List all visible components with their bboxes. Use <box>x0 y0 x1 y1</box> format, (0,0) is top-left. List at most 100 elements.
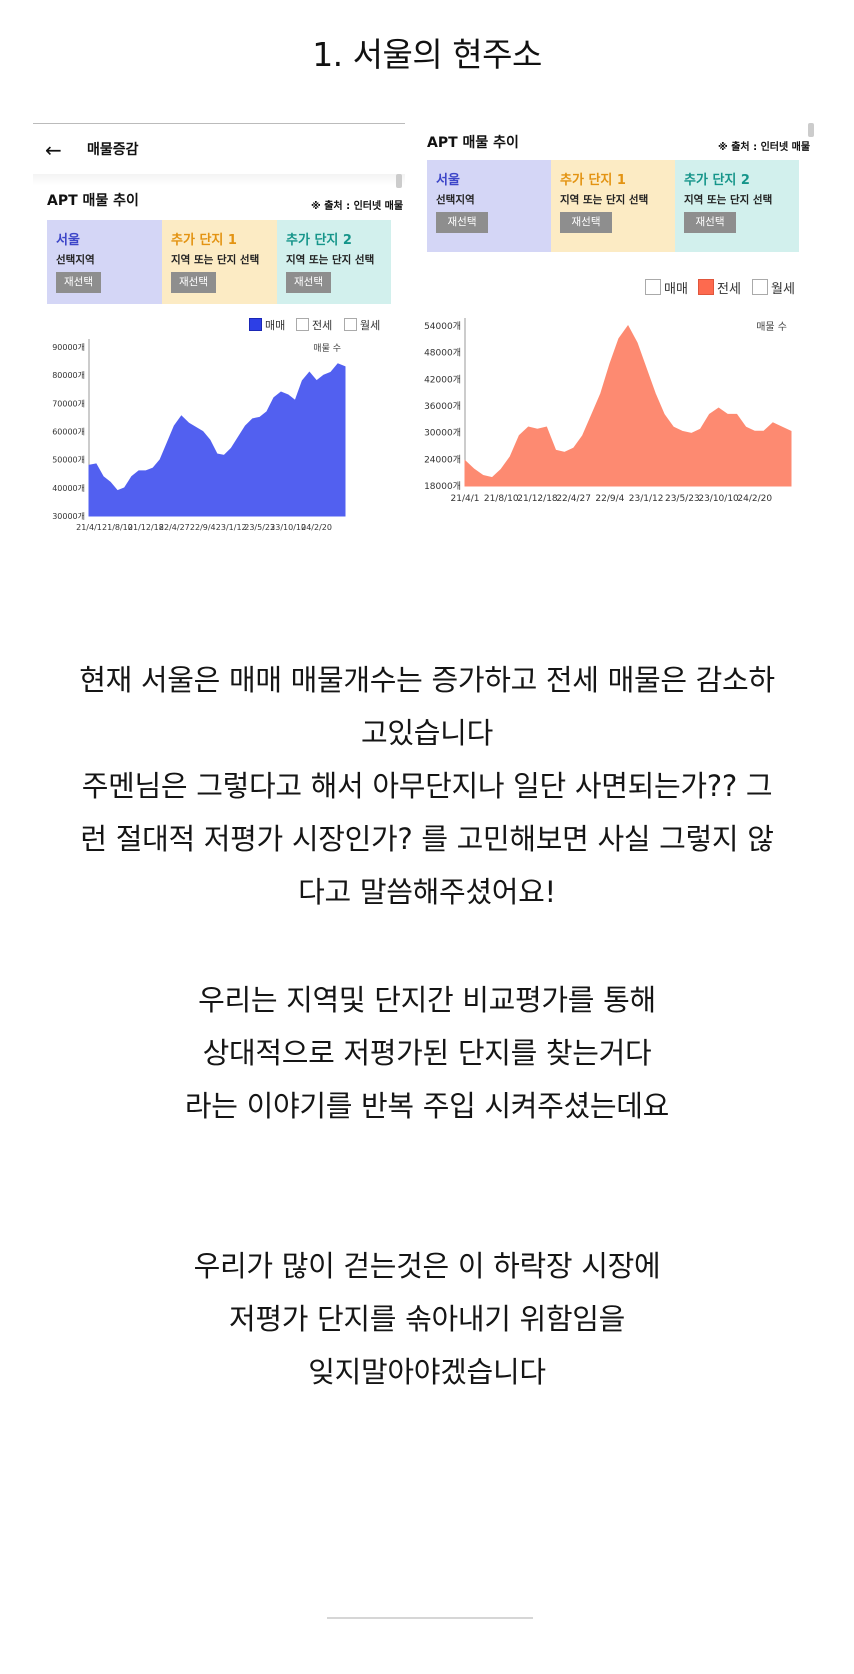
y-tick-label: 42000개 <box>424 374 461 385</box>
legend-label: 전세 <box>312 319 333 332</box>
checkbox-icon[interactable] <box>752 279 768 295</box>
region-sub: 선택지역 <box>436 194 475 206</box>
reselect-button[interactable]: 재선택 <box>436 212 488 233</box>
region-name: 서울 <box>436 173 460 188</box>
reselect-button[interactable]: 재선택 <box>684 212 736 233</box>
checkbox-icon[interactable] <box>296 318 309 331</box>
x-tick-label: 23/5/23 <box>665 494 700 504</box>
checkbox-checked-icon[interactable] <box>698 279 714 295</box>
y-tick-label: 70000개 <box>52 398 85 408</box>
nav-divider <box>33 174 405 186</box>
legend-label: 매매 <box>664 282 688 297</box>
x-tick-label: 21/12/18 <box>517 494 558 504</box>
chart-legend: 매매 전세 월세 <box>249 317 399 333</box>
region-box-seoul: 서울 선택지역 재선택 <box>47 220 162 304</box>
area-series <box>464 325 792 487</box>
region-name: 서울 <box>56 233 80 248</box>
y-tick-label: 54000개 <box>424 321 461 332</box>
checkbox-icon[interactable] <box>645 279 661 295</box>
jeonse-listings-chart: 54000개 48000개 42000개 36000개 30000개 24000개 1800… <box>424 318 792 504</box>
text-line: 저평가 단지를 솎아내기 위함임을 <box>228 1302 626 1336</box>
text-line: 우리가 많이 걷는것은 이 하락장 시장에 <box>193 1249 661 1283</box>
reselect-button[interactable]: 재선택 <box>560 212 612 233</box>
source-note: ※ 출처 : 인터넷 매물 <box>311 201 404 212</box>
area-series <box>88 363 346 517</box>
text-line: 다고 말씀해주셨어요! <box>298 875 556 909</box>
x-tick-label: 24/2/20 <box>737 494 772 504</box>
text-line: 라는 이야기를 반복 주입 시켜주셨는데요 <box>184 1089 670 1123</box>
text-line: 주멘님은 그렇다고 해서 아무단지나 일단 사면되는가?? 그 <box>81 769 773 803</box>
text-line: 상대적으로 저평가된 단지를 찾는거다 <box>202 1036 652 1070</box>
x-tick-label: 21/4/1 <box>451 494 480 504</box>
series-label: 매물 수 <box>313 343 341 354</box>
reselect-button[interactable]: 재선택 <box>286 272 331 293</box>
x-tick-label: 23/10/10 <box>698 494 739 504</box>
region-sub: 지역 또는 단지 선택 <box>171 254 260 266</box>
x-tick-label: 22/9/4 <box>595 494 624 504</box>
legend-sale[interactable]: 매매 <box>249 317 285 333</box>
x-tick-label: 22/4/27 <box>159 523 190 532</box>
legend-label: 월세 <box>360 319 381 332</box>
y-tick-label: 80000개 <box>52 370 85 380</box>
y-tick-label: 48000개 <box>424 348 461 359</box>
region-name: 추가 단지 1 <box>171 233 237 248</box>
text-line: 고있습니다 <box>361 716 493 750</box>
text-line: 우리는 지역및 단지간 비교평가를 통해 <box>198 983 656 1017</box>
back-arrow-icon[interactable]: ← <box>45 138 62 162</box>
reselect-button[interactable]: 재선택 <box>171 272 216 293</box>
legend-label: 매매 <box>265 319 286 332</box>
x-tick-label: 21/8/10 <box>484 494 519 504</box>
checkbox-icon[interactable] <box>344 318 357 331</box>
text-line: 잊지말아야겠습니다 <box>308 1355 546 1389</box>
region-sub: 지역 또는 단지 선택 <box>560 194 649 206</box>
y-tick-label: 36000개 <box>424 401 461 412</box>
legend-jeonse[interactable]: 전세 <box>296 317 332 333</box>
scrollbar[interactable] <box>808 123 814 137</box>
region-name: 추가 단지 2 <box>286 233 352 248</box>
legend-sale[interactable]: 매매 <box>645 278 688 297</box>
sale-listings-chart: 90000개 80000개 70000개 60000개 50000개 40000개 3000… <box>52 339 346 532</box>
y-tick-label: 18000개 <box>424 481 461 492</box>
y-tick-label: 50000개 <box>52 455 85 465</box>
paragraph-2: 우리는 지역및 단지간 비교평가를 통해 상대적으로 저평가된 단지를 찾는거다… <box>30 974 824 1133</box>
x-tick-label: 22/9/4 <box>190 523 216 532</box>
x-tick-label: 24/2/20 <box>301 523 332 532</box>
region-sub: 선택지역 <box>56 254 95 266</box>
source-note: ※ 출처 : 인터넷 매물 <box>718 142 811 153</box>
legend-monthly[interactable]: 월세 <box>344 317 380 333</box>
x-tick-label: 22/4/27 <box>556 494 591 504</box>
paragraph-3: 우리가 많이 걷는것은 이 하락장 시장에 저평가 단지를 솎아내기 위함임을 … <box>30 1240 824 1399</box>
region-box-seoul: 서울 선택지역 재선택 <box>427 160 551 252</box>
text-line: 런 절대적 저평가 시장인가? 를 고민해보면 사실 그렇지 않 <box>80 822 774 856</box>
chart-section-title: APT 매물 추이 <box>47 193 139 209</box>
text-line: 현재 서울은 매매 매물개수는 증가하고 전세 매물은 감소하 <box>79 663 775 697</box>
checkbox-checked-icon[interactable] <box>249 318 262 331</box>
region-box-extra-2: 추가 단지 2 지역 또는 단지 선택 재선택 <box>675 160 799 252</box>
nav-bar: ← 매물증감 <box>33 124 405 174</box>
y-tick-label: 30000개 <box>52 511 85 521</box>
paragraph-1: 현재 서울은 매매 매물개수는 증가하고 전세 매물은 감소하 고있습니다 주멘… <box>30 654 824 919</box>
legend-label: 전세 <box>717 282 741 297</box>
y-tick-label: 60000개 <box>52 427 85 437</box>
reselect-button[interactable]: 재선택 <box>56 272 101 293</box>
x-tick-label: 23/1/12 <box>216 523 247 532</box>
region-box-extra-1: 추가 단지 1 지역 또는 단지 선택 재선택 <box>551 160 675 252</box>
nav-title: 매물증감 <box>87 142 139 158</box>
region-name: 추가 단지 2 <box>684 173 750 188</box>
bottom-divider <box>327 1617 533 1619</box>
series-label: 매물 수 <box>756 321 787 333</box>
y-tick-label: 30000개 <box>424 428 461 439</box>
scrollbar[interactable] <box>396 174 402 188</box>
legend-monthly[interactable]: 월세 <box>752 278 795 297</box>
x-tick-label: 21/8/10 <box>102 523 133 532</box>
page-title: 1. 서울의 현주소 <box>312 35 542 74</box>
x-tick-label: 23/5/23 <box>244 523 275 532</box>
y-tick-label: 90000개 <box>52 342 85 352</box>
x-tick-label: 21/12/18 <box>128 523 164 532</box>
left-screenshot-panel: ← 매물증감 APT 매물 추이 ※ 출처 : 인터넷 매물 서울 선택지역 재… <box>33 123 405 544</box>
chart-section-title: APT 매물 추이 <box>427 135 519 151</box>
chart-legend: 매매 전세 월세 <box>645 278 815 297</box>
legend-jeonse[interactable]: 전세 <box>698 278 741 297</box>
region-name: 추가 단지 1 <box>560 173 626 188</box>
region-box-extra-2: 추가 단지 2 지역 또는 단지 선택 재선택 <box>277 220 391 304</box>
